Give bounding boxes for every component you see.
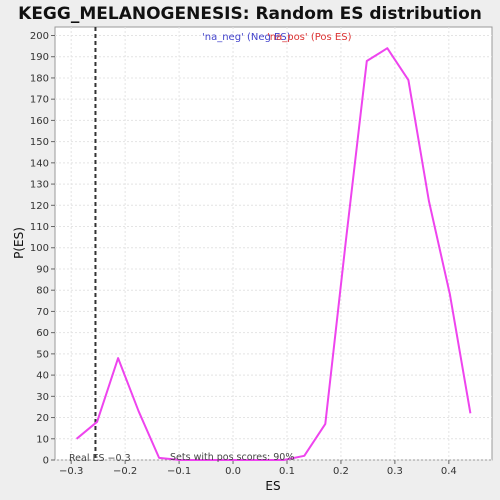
chart-title: KEGG_MELANOGENESIS: Random ES distributi… (18, 4, 482, 24)
y-tick-label: 60 (36, 328, 49, 339)
legend-entry-pos: 'na_pos' (Pos ES) (267, 32, 352, 43)
x-tick-label: −0.3 (59, 466, 83, 477)
es-distribution-line (75, 47, 472, 461)
y-tick-label: 140 (30, 158, 49, 169)
y-tick-label: 50 (36, 349, 49, 360)
y-tick-label: 90 (36, 264, 49, 275)
x-tick-label: 0.2 (333, 466, 349, 477)
real-es-label: Real ES −0.3 (69, 453, 131, 464)
y-tick-label: 180 (30, 73, 49, 84)
pos-scores-annotation: Sets with pos scores: 90% (170, 452, 294, 463)
y-tick-label: 110 (30, 222, 49, 233)
y-tick-label: 190 (30, 52, 49, 63)
plot-area (54, 26, 493, 461)
x-tick-label: 0.1 (279, 466, 295, 477)
y-tick-label: 20 (36, 413, 49, 424)
grid (55, 27, 492, 461)
y-tick-label: 80 (36, 286, 49, 297)
axes: 0 10 20 30 40 50 60 70 80 90 100 110 120 130 140 150 160… (30, 31, 457, 477)
y-tick-label: 100 (30, 243, 49, 254)
y-tick-label: 0 (43, 456, 49, 467)
y-tick-label: 40 (36, 371, 49, 382)
y-tick-label: 130 (30, 180, 49, 191)
y-tick-label: 150 (30, 137, 49, 148)
y-tick-label: 160 (30, 116, 49, 127)
y-tick-label: 70 (36, 307, 49, 318)
x-tick-label: 0.0 (225, 466, 241, 477)
x-tick-label: −0.1 (167, 466, 191, 477)
y-axis-label: P(ES) (12, 227, 26, 259)
x-tick-label: 0.4 (441, 466, 457, 477)
x-axis-label: ES (265, 479, 280, 493)
y-tick-label: 120 (30, 201, 49, 212)
y-tick-label: 10 (36, 434, 49, 445)
y-tick-label: 30 (36, 392, 49, 403)
series-layer (75, 27, 472, 461)
x-tick-label: −0.2 (113, 466, 137, 477)
legend-entry-neg: 'na_neg' (Neg ES) (202, 32, 291, 43)
x-tick-label: 0.3 (387, 466, 403, 477)
y-tick-label: 170 (30, 95, 49, 106)
y-tick-label: 200 (30, 31, 49, 42)
